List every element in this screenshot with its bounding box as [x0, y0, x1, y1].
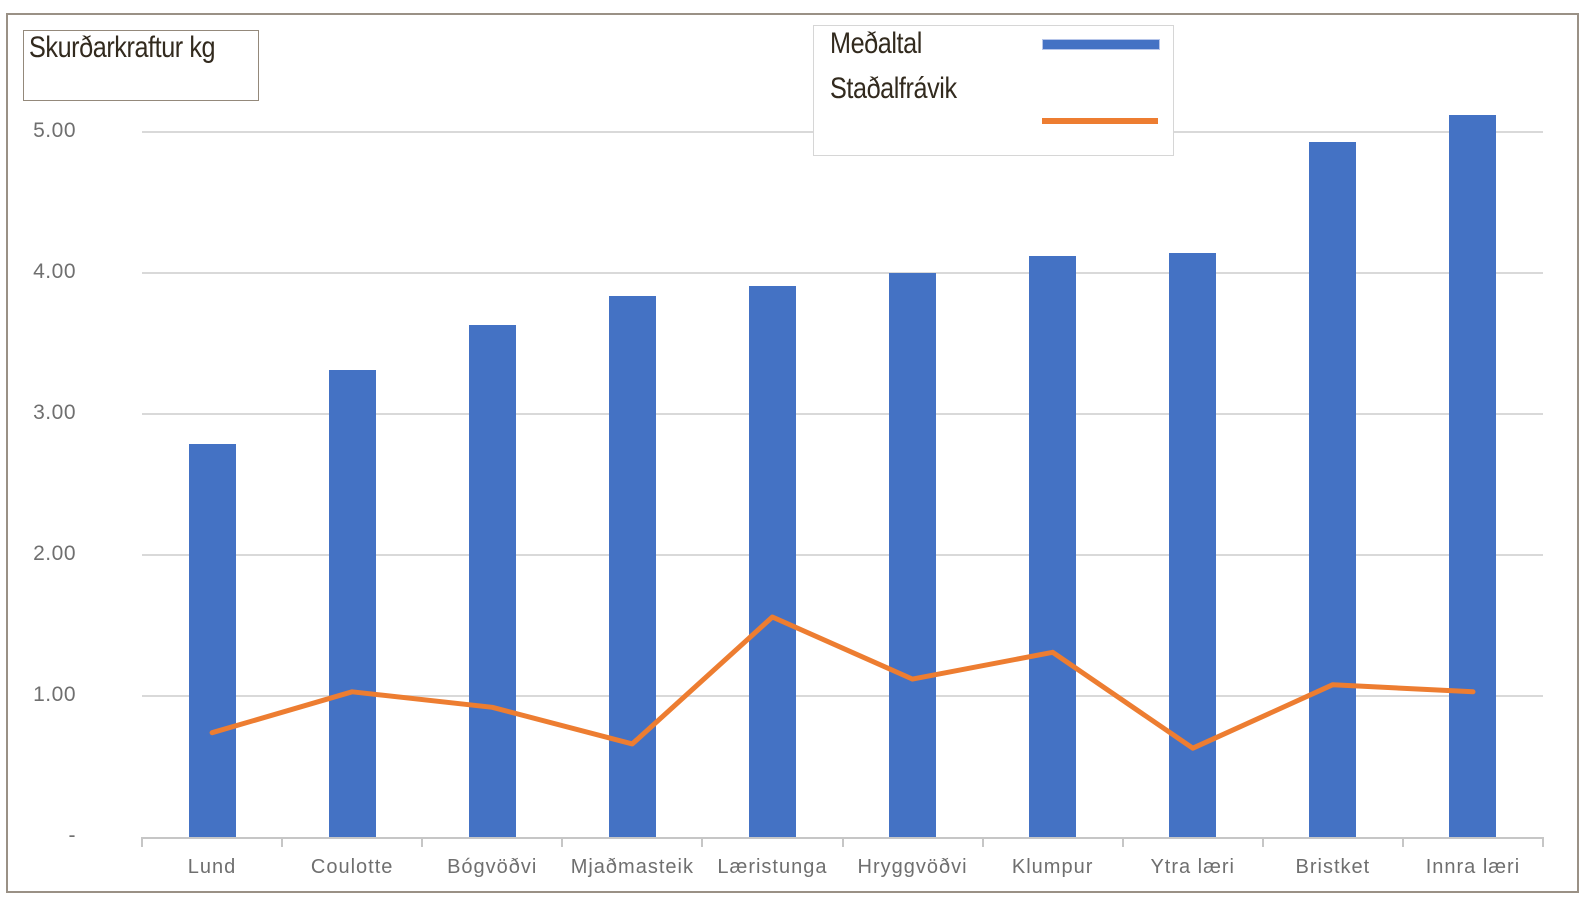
bar-Mjaðmasteik: [608, 295, 656, 837]
chart-frame: [6, 13, 1579, 893]
bar-Bristket: [1309, 141, 1357, 837]
y-axis-label-3.00: 3.00: [33, 401, 76, 424]
x-axis-tick: [1121, 837, 1124, 847]
x-axis-tick: [141, 837, 143, 847]
x-axis-tick: [701, 837, 704, 847]
x-axis-label-Læristunga: Læristunga: [717, 856, 828, 878]
x-axis-tick: [1401, 837, 1404, 847]
bar-Lund: [188, 443, 236, 837]
x-axis-label-Hryggvöðvi: Hryggvöðvi: [857, 856, 968, 878]
gridline-2.00: [142, 554, 1543, 556]
x-axis-tick: [981, 837, 984, 847]
y-axis-label-2.00: 2.00: [33, 542, 76, 565]
bar-Læristunga: [748, 285, 796, 837]
chart-title: Skurðarkraftur kg: [29, 31, 216, 64]
y-axis-label-4.00: 4.00: [33, 260, 76, 283]
bar-Innra læri: [1449, 115, 1497, 837]
x-axis-label-Bristket: Bristket: [1295, 856, 1371, 878]
x-axis-label-Klumpur: Klumpur: [1011, 856, 1094, 878]
bar-Coulotte: [328, 370, 376, 837]
y-axis-label-1.00: 1.00: [33, 683, 76, 706]
x-axis-tick: [1542, 837, 1544, 847]
bar-Bógvöðvi: [468, 325, 516, 837]
x-axis-label-Mjaðmasteik: Mjaðmasteik: [570, 856, 694, 878]
x-axis-label-Coulotte: Coulotte: [310, 856, 394, 878]
x-axis-label-Lund: Lund: [187, 856, 237, 878]
y-axis-label-5.00: 5.00: [33, 119, 76, 142]
legend-swatch-stadalfravik: [1042, 118, 1158, 124]
legend-label-medaltal: Meðaltal: [830, 27, 922, 60]
x-axis-label-Innra læri: Innra læri: [1425, 856, 1521, 878]
bar-Klumpur: [1029, 256, 1077, 837]
bar-Hryggvöðvi: [889, 273, 937, 837]
x-axis-label-Ytra læri: Ytra læri: [1150, 856, 1236, 878]
gridline-4.00: [142, 272, 1543, 274]
x-axis-tick: [281, 837, 284, 847]
legend-swatch-medaltal: [1042, 39, 1160, 50]
x-axis-tick: [1261, 837, 1264, 847]
x-axis-tick: [841, 837, 844, 847]
gridline-3.00: [142, 413, 1543, 415]
chart-title-box: Skurðarkraftur kg: [23, 30, 259, 101]
x-axis-label-Bógvöðvi: Bógvöðvi: [447, 856, 538, 878]
legend: Meðaltal Staðalfrávik: [813, 25, 1174, 156]
bar-Ytra læri: [1169, 253, 1217, 837]
y-axis-label-zero: -: [68, 824, 76, 847]
x-axis-tick: [421, 837, 424, 847]
x-axis-tick: [561, 837, 564, 847]
legend-label-stadalfravik: Staðalfrávik: [830, 72, 957, 105]
